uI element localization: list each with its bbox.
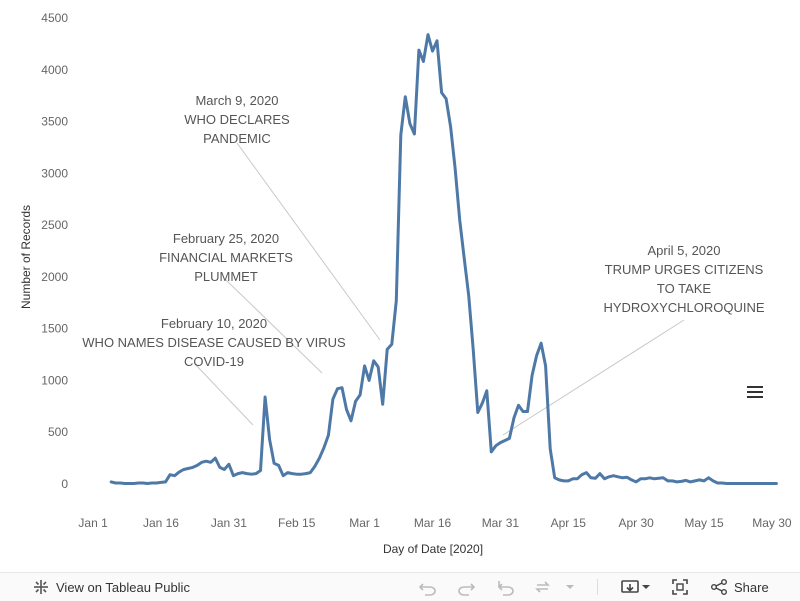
- x-tick-label: Jan 16: [143, 516, 179, 530]
- share-icon: [711, 579, 727, 595]
- y-tick-label: 0: [61, 477, 68, 491]
- annotation-line: PANDEMIC: [203, 131, 271, 146]
- x-tick-label: Jan 1: [78, 516, 108, 530]
- annotation-text: April 5, 2020 TRUMP URGES CITIZENS TO TAKE…: [603, 243, 764, 315]
- annotation-line: WHO DECLARES: [184, 112, 290, 127]
- revert-icon: [497, 581, 514, 596]
- toolbar-divider: [597, 579, 598, 595]
- redo-button[interactable]: [456, 573, 476, 601]
- annotation-text: March 9, 2020 WHO DECLARES PANDEMIC: [184, 93, 290, 146]
- x-tick-label: Mar 31: [482, 516, 520, 530]
- y-tick-label: 4000: [41, 63, 68, 77]
- tableau-logo-icon: [34, 580, 48, 594]
- revert-button[interactable]: [496, 573, 516, 601]
- fullscreen-icon: [672, 579, 688, 595]
- annotation-leader-line: [236, 142, 381, 341]
- annotation-line: FINANCIAL MARKETS: [159, 250, 293, 265]
- x-axis-ticks: Jan 1 Jan 16 Jan 31 Feb 15 Mar 1 Mar 16 Mar 31…: [78, 516, 791, 530]
- x-tick-label: Apr 15: [551, 516, 587, 530]
- x-tick-label: Mar 1: [349, 516, 380, 530]
- undo-button[interactable]: [418, 573, 438, 601]
- annotation-line: COVID-19: [184, 354, 244, 369]
- annotation-text: February 25, 2020 FINANCIAL MARKETS PLUMME…: [159, 231, 293, 284]
- annotation-line: TO TAKE: [657, 281, 712, 296]
- download-icon: [621, 580, 650, 593]
- refresh-button[interactable]: [534, 573, 574, 601]
- y-axis-title: Number of Records: [19, 205, 33, 309]
- y-tick-label: 2500: [41, 218, 68, 232]
- y-tick-label: 3500: [41, 115, 68, 129]
- view-on-tableau-public-label: View on Tableau Public: [56, 579, 190, 595]
- annotation-line: PLUMMET: [194, 269, 258, 284]
- chart-area: 0 500 1000 1500 2000 2500 3000 3500 4000 4500 Jan…: [19, 11, 792, 556]
- toolbar: View on Tableau Public: [0, 572, 800, 601]
- series-line[interactable]: [109, 33, 778, 485]
- annotation-text: February 10, 2020 WHO NAMES DISEASE CAUSE…: [82, 316, 346, 369]
- undo-icon: [418, 583, 436, 596]
- hamburger-menu-icon[interactable]: [744, 382, 766, 402]
- annotation-line: HYDROXYCHLOROQUINE: [603, 300, 764, 315]
- annotation-line: TRUMP URGES CITIZENS: [605, 262, 764, 277]
- x-tick-label: Jan 31: [211, 516, 247, 530]
- annotation-line: April 5, 2020: [648, 243, 721, 258]
- x-tick-label: May 30: [752, 516, 792, 530]
- y-axis-ticks: 0 500 1000 1500 2000 2500 3000 3500 4000 4500: [41, 11, 68, 491]
- share-button[interactable]: Share: [710, 573, 769, 601]
- annotation-line: WHO NAMES DISEASE CAUSED BY VIRUS: [82, 335, 346, 350]
- x-tick-label: Apr 30: [618, 516, 654, 530]
- y-tick-label: 1000: [41, 373, 68, 387]
- annotation-leader-lines: [194, 142, 685, 436]
- y-tick-label: 4500: [41, 11, 68, 25]
- annotation-line: March 9, 2020: [195, 93, 278, 108]
- refresh-icon: [535, 581, 574, 593]
- x-tick-label: Feb 15: [278, 516, 316, 530]
- share-label: Share: [734, 579, 769, 595]
- y-tick-label: 500: [48, 425, 68, 439]
- view-on-tableau-public-link[interactable]: View on Tableau Public: [32, 573, 190, 601]
- redo-icon: [458, 583, 476, 596]
- fullscreen-button[interactable]: [671, 573, 689, 601]
- annotation-line: February 10, 2020: [161, 316, 267, 331]
- y-tick-label: 2000: [41, 270, 68, 284]
- annotation-line: February 25, 2020: [173, 231, 279, 246]
- y-tick-label: 3000: [41, 166, 68, 180]
- annotation-leader-line: [502, 319, 685, 436]
- annotation-leader-line: [225, 279, 323, 374]
- x-tick-label: Mar 16: [414, 516, 452, 530]
- y-tick-label: 1500: [41, 322, 68, 336]
- annotation-leader-line: [194, 363, 254, 426]
- annotations: February 10, 2020 WHO NAMES DISEASE CAUSE…: [82, 93, 765, 369]
- x-tick-label: May 15: [684, 516, 724, 530]
- download-button[interactable]: [620, 573, 652, 601]
- x-axis-title: Day of Date [2020]: [383, 542, 483, 556]
- line-chart: 0 500 1000 1500 2000 2500 3000 3500 4000 4500 Jan…: [19, 11, 792, 556]
